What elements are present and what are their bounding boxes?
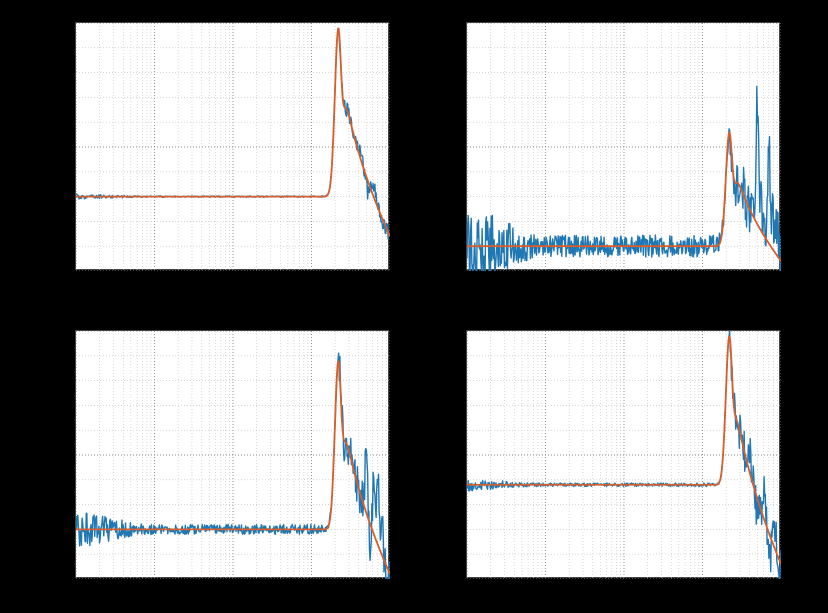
subplot-tl — [75, 22, 389, 270]
subplot-tl-svg — [76, 23, 390, 271]
grid — [76, 331, 390, 579]
subplot-bl-svg — [76, 331, 390, 579]
subplot-br-svg — [467, 331, 781, 579]
subplot-tr — [466, 22, 780, 270]
subplot-tr-svg — [467, 23, 781, 271]
subplot-bl — [75, 330, 389, 578]
subplot-br — [466, 330, 780, 578]
series-fit — [76, 361, 390, 574]
grid — [76, 23, 390, 271]
grid — [467, 331, 781, 579]
grid — [467, 23, 781, 271]
